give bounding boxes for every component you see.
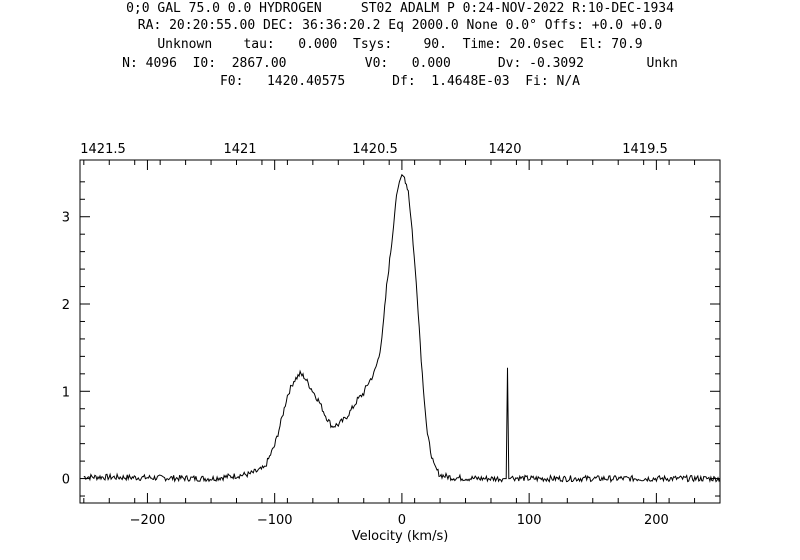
top-tick-label: 1419.5 (622, 142, 668, 157)
header-line-channels: N: 4096 I0: 2867.00 V0: 0.000 Dv: -0.309… (122, 56, 678, 71)
y-tick-label: 2 (62, 298, 70, 313)
y-tick-label: 1 (62, 385, 70, 400)
header-line-coordinates: RA: 20:20:55.00 DEC: 36:36:20.2 Eq 2000.… (137, 18, 663, 33)
x-tick-label: 200 (644, 513, 669, 528)
x-tick-label: −200 (130, 513, 166, 528)
x-axis-label: Velocity (km/s) (352, 529, 449, 544)
plot-axes: −200 −100 0 100 200 0 1 2 3 1421.5 1421 1420.5 1420 1… (62, 142, 721, 528)
spectrum-line (83, 173, 721, 484)
y-tick-label: 3 (62, 211, 70, 226)
top-tick-label: 1420.5 (352, 142, 398, 157)
x-tick-label: 0 (398, 513, 406, 528)
plot-frame (79, 159, 721, 504)
header-line-frequency: F0: 1420.40575 Df: 1.4648E-03 Fi: N/A (219, 74, 581, 89)
header-line-observation: Unknown tau: 0.000 Tsys: 90. Time: 20.0s… (157, 37, 643, 52)
header-line-source: 0;0 GAL 75.0 0.0 HYDROGEN ST02 ADALM P 0… (126, 1, 674, 16)
y-tick-label: 0 (62, 473, 70, 488)
top-tick-label: 1421 (223, 142, 256, 157)
x-tick-label: 100 (517, 513, 542, 528)
x-tick-label: −100 (257, 513, 293, 528)
top-tick-label: 1420 (488, 142, 521, 157)
top-tick-label: 1421.5 (80, 142, 126, 157)
